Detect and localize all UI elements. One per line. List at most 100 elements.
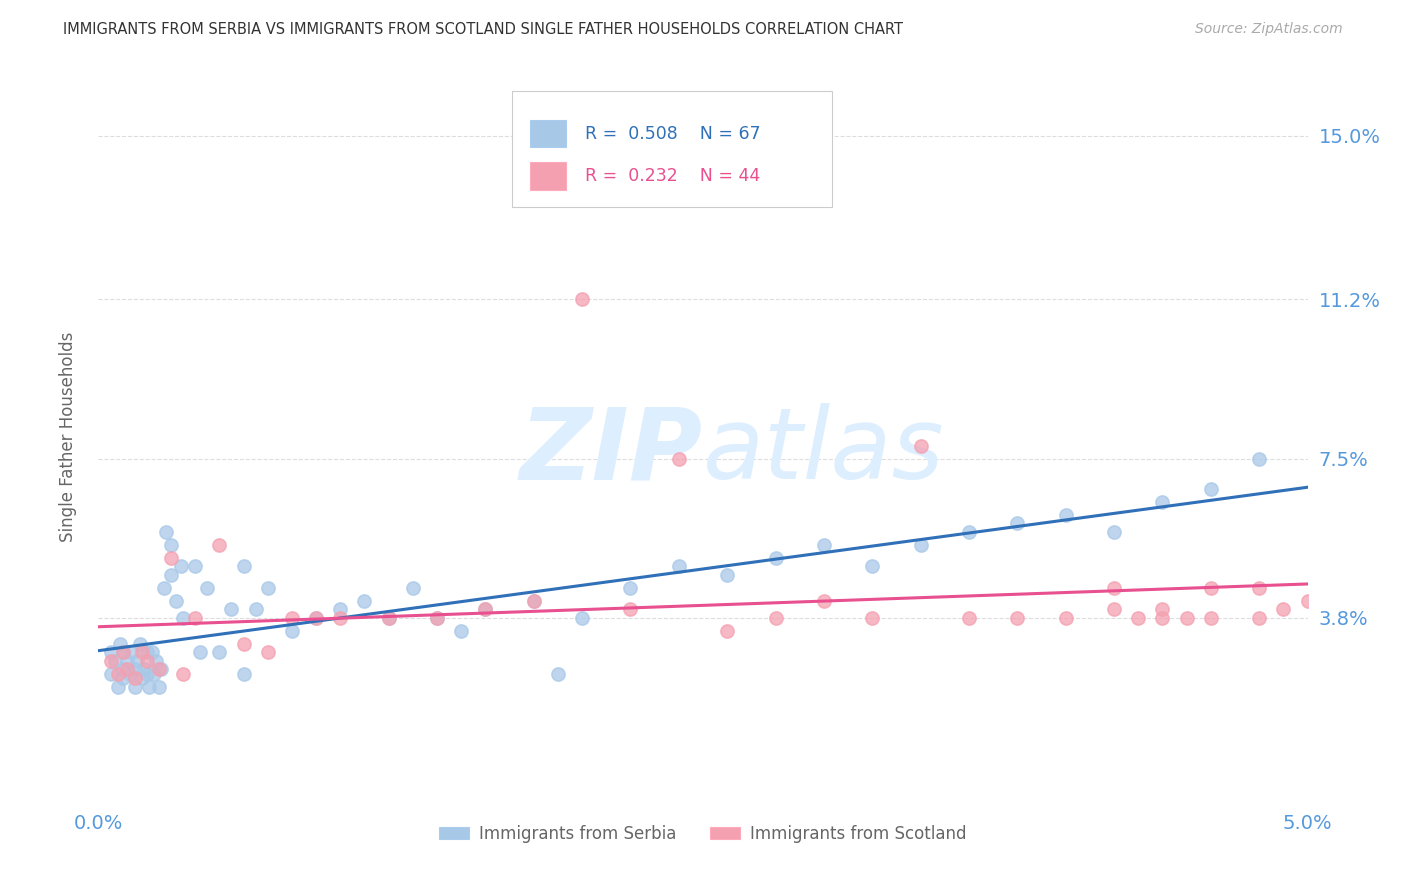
Point [145, 654, 167, 668]
Point [155, 524, 177, 539]
Point [111, 671, 134, 685]
FancyBboxPatch shape [530, 120, 567, 147]
Point [135, 654, 157, 668]
Point [148, 680, 170, 694]
Point [1249, 611, 1271, 625]
Point [377, 611, 399, 625]
Point [305, 611, 328, 625]
Point [860, 559, 883, 574]
Point [208, 645, 231, 659]
Point [165, 593, 187, 607]
Point [148, 662, 170, 676]
Point [957, 524, 980, 539]
Point [1175, 611, 1198, 625]
Text: IMMIGRANTS FROM SERBIA VS IMMIGRANTS FROM SCOTLAND SINGLE FATHER HOUSEHOLDS CORR: IMMIGRANTS FROM SERBIA VS IMMIGRANTS FRO… [63, 22, 903, 37]
Point [208, 538, 231, 552]
Point [668, 451, 690, 466]
Point [1102, 581, 1125, 595]
Point [100, 654, 122, 668]
Point [402, 581, 425, 595]
Point [353, 593, 375, 607]
Point [910, 538, 932, 552]
Point [1102, 602, 1125, 616]
Point [124, 662, 146, 676]
Point [281, 624, 304, 638]
Point [1054, 508, 1077, 522]
Point [100, 645, 122, 659]
Point [135, 645, 157, 659]
Point [160, 538, 183, 552]
Point [135, 666, 157, 681]
Point [160, 550, 183, 565]
Point [281, 611, 304, 625]
Point [188, 645, 211, 659]
Y-axis label: Single Father Households: Single Father Households [59, 332, 77, 542]
Point [619, 581, 641, 595]
Point [329, 611, 352, 625]
Point [172, 666, 194, 681]
Point [118, 666, 141, 681]
Point [1054, 611, 1077, 625]
Point [716, 567, 738, 582]
Point [107, 680, 129, 694]
Point [108, 637, 131, 651]
Point [474, 602, 496, 616]
Point [1249, 451, 1271, 466]
Point [957, 611, 980, 625]
Point [245, 602, 267, 616]
Point [131, 671, 153, 685]
Point [104, 654, 127, 668]
Point [195, 581, 218, 595]
Point [813, 593, 835, 607]
Point [1199, 581, 1222, 595]
Point [547, 666, 569, 681]
Point [1272, 602, 1295, 616]
Point [1152, 602, 1174, 616]
Legend: Immigrants from Serbia, Immigrants from Scotland: Immigrants from Serbia, Immigrants from … [433, 818, 973, 849]
Point [128, 637, 150, 651]
Point [860, 611, 883, 625]
Point [571, 293, 593, 307]
Point [1199, 611, 1222, 625]
Point [668, 559, 690, 574]
Point [329, 602, 352, 616]
Point [184, 559, 207, 574]
Point [160, 567, 183, 582]
Point [523, 593, 546, 607]
Point [232, 666, 254, 681]
Point [1007, 611, 1029, 625]
Point [765, 550, 787, 565]
Point [100, 666, 122, 681]
FancyBboxPatch shape [530, 162, 567, 190]
Text: atlas: atlas [703, 403, 945, 500]
Point [117, 654, 139, 668]
Text: Source: ZipAtlas.com: Source: ZipAtlas.com [1195, 22, 1343, 37]
Point [143, 666, 166, 681]
Point [716, 624, 738, 638]
Point [1296, 593, 1319, 607]
Point [150, 662, 173, 676]
Point [131, 645, 153, 659]
Point [474, 602, 496, 616]
Point [117, 662, 139, 676]
Point [450, 624, 472, 638]
Point [152, 581, 174, 595]
Point [1152, 611, 1174, 625]
Point [111, 645, 134, 659]
Point [134, 662, 156, 676]
Point [256, 581, 278, 595]
Point [184, 611, 207, 625]
Point [813, 538, 835, 552]
Point [765, 611, 787, 625]
Point [426, 611, 449, 625]
Point [1152, 494, 1174, 508]
FancyBboxPatch shape [512, 91, 832, 207]
Point [121, 645, 143, 659]
Point [124, 680, 146, 694]
Text: R =  0.232    N = 44: R = 0.232 N = 44 [585, 167, 759, 185]
Point [377, 611, 399, 625]
Point [305, 611, 328, 625]
Point [111, 662, 134, 676]
Text: ZIP: ZIP [520, 403, 703, 500]
Point [619, 602, 641, 616]
